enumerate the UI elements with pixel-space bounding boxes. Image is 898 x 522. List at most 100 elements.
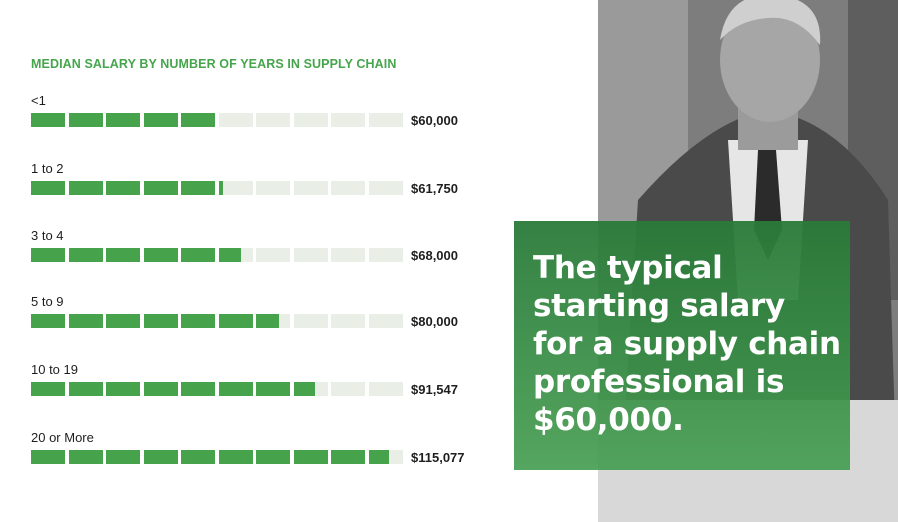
bar-segment (293, 248, 328, 262)
bar-segment-fill (218, 450, 253, 464)
bar-segment (143, 450, 178, 464)
bar-segment-fill (68, 314, 103, 328)
salary-bar (31, 181, 403, 195)
bar-segment (68, 181, 103, 195)
category-label: 1 to 2 (31, 161, 64, 176)
bar-segment-fill (181, 450, 215, 464)
bar-segment (143, 382, 178, 396)
bar-segment-fill (143, 450, 178, 464)
bar-segment-fill (143, 113, 178, 127)
bar-segment-fill (256, 314, 279, 328)
bar-segment (218, 113, 253, 127)
bar-segment (68, 450, 103, 464)
bar-segment-fill (68, 181, 103, 195)
bar-segment (31, 314, 65, 328)
bar-segment (68, 113, 103, 127)
bar-segment-fill (106, 314, 140, 328)
value-label: $80,000 (411, 314, 458, 329)
bar-segment-fill (106, 382, 140, 396)
bar-segment-fill (218, 382, 253, 396)
bar-segment-fill (143, 181, 178, 195)
bar-segment (106, 314, 140, 328)
bar-segment (331, 181, 365, 195)
bar-segment-fill (31, 248, 65, 262)
bar-segment (31, 248, 65, 262)
salary-callout: The typical starting salary for a supply… (514, 221, 850, 470)
bar-segment-fill (218, 248, 242, 262)
bar-segment-fill (31, 181, 65, 195)
bar-row: 3 to 4 $68,000 (31, 228, 491, 278)
bar-segment-fill (143, 382, 178, 396)
bar-segment-fill (143, 248, 178, 262)
bar-segment (68, 382, 103, 396)
bar-segment (106, 450, 140, 464)
bar-segment-fill (256, 450, 290, 464)
bar-segment-fill (106, 450, 140, 464)
bar-segment-fill (68, 450, 103, 464)
value-label: $61,750 (411, 181, 458, 196)
bar-segment (256, 248, 290, 262)
bar-segment (256, 450, 290, 464)
bar-segment (331, 113, 365, 127)
bar-segment (31, 181, 65, 195)
value-label: $91,547 (411, 382, 458, 397)
bar-segment-fill (106, 248, 140, 262)
bar-segment-fill (106, 113, 140, 127)
salary-bar (31, 450, 403, 464)
bar-row: 1 to 2 $61,750 (31, 161, 491, 211)
bar-segment (218, 382, 253, 396)
bar-segment (218, 181, 253, 195)
bar-segment-fill (181, 181, 215, 195)
salary-bar (31, 113, 403, 127)
bar-segment (256, 113, 290, 127)
bar-segment (293, 113, 328, 127)
bar-segment (68, 314, 103, 328)
bar-segment (106, 382, 140, 396)
bar-segment (293, 382, 328, 396)
bar-segment (181, 248, 215, 262)
salary-bar (31, 382, 403, 396)
bar-segment (143, 314, 178, 328)
bar-segment-fill (218, 314, 253, 328)
category-label: 10 to 19 (31, 362, 78, 377)
bar-segment-fill (31, 382, 65, 396)
bar-segment (293, 314, 328, 328)
bar-segment-fill (218, 181, 224, 195)
bar-segment-fill (31, 314, 65, 328)
bar-segment (218, 314, 253, 328)
callout-text: The typical starting salary for a supply… (533, 250, 841, 438)
bar-segment (106, 248, 140, 262)
bar-segment (143, 113, 178, 127)
bar-segment (143, 181, 178, 195)
bar-segment (143, 248, 178, 262)
bar-segment (293, 181, 328, 195)
bar-segment (368, 450, 403, 464)
bar-segment-fill (293, 450, 328, 464)
bar-segment-fill (106, 181, 140, 195)
chart-title: MEDIAN SALARY BY NUMBER OF YEARS IN SUPP… (31, 57, 397, 71)
bar-row: 20 or More $115,077 (31, 430, 491, 480)
bar-segment (106, 113, 140, 127)
bar-segment (256, 181, 290, 195)
bar-segment (181, 450, 215, 464)
bar-segment-fill (368, 450, 389, 464)
bar-segment-fill (181, 113, 215, 127)
bar-segment-fill (68, 113, 103, 127)
bar-segment (331, 382, 365, 396)
bar-segment-fill (31, 113, 65, 127)
bar-segment-fill (256, 382, 290, 396)
bar-segment (218, 450, 253, 464)
bar-segment (368, 248, 403, 262)
bar-segment (368, 314, 403, 328)
salary-bar (31, 314, 403, 328)
value-label: $115,077 (411, 450, 465, 465)
bar-segment (293, 450, 328, 464)
category-label: 20 or More (31, 430, 94, 445)
bar-segment (68, 248, 103, 262)
value-label: $68,000 (411, 248, 458, 263)
bar-row: 5 to 9 $80,000 (31, 294, 491, 344)
bar-segment-fill (181, 248, 215, 262)
bar-segment (31, 450, 65, 464)
bar-row: <1 $60,000 (31, 93, 491, 143)
bar-segment (368, 382, 403, 396)
